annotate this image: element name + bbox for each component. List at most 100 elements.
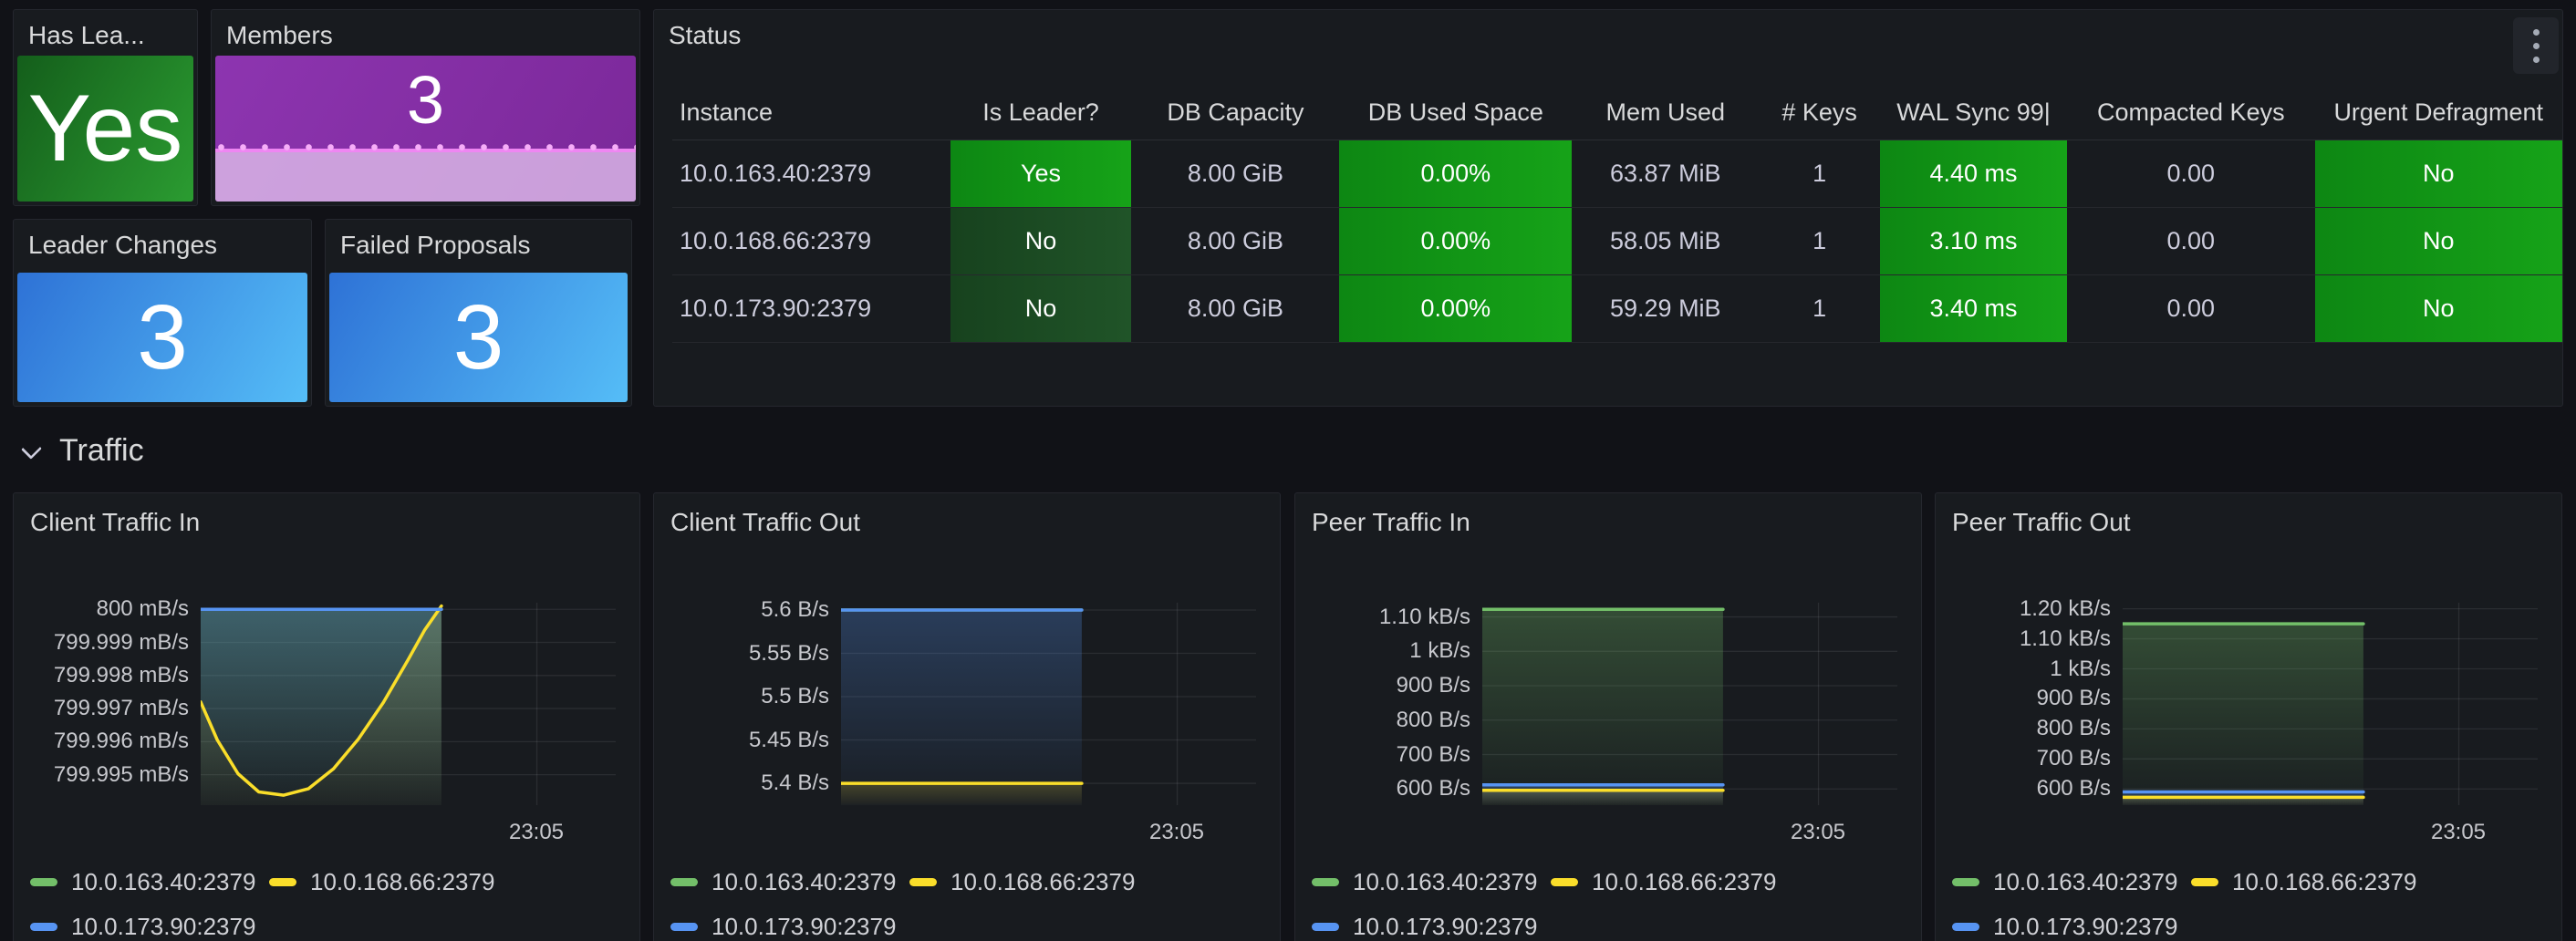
column-header[interactable]: Urgent Defragment <box>2314 87 2562 140</box>
y-tick-label: 799.996 mB/s <box>53 729 189 754</box>
y-tick-label: 799.998 mB/s <box>53 662 189 688</box>
legend-swatch-yellow <box>909 878 937 886</box>
table-cell: 3.10 ms <box>1879 207 2068 275</box>
table-cell: No <box>2314 140 2562 208</box>
legend-label: 10.0.163.40:2379 <box>1993 868 2178 895</box>
kebab-menu-icon[interactable] <box>2513 17 2559 74</box>
panel-title[interactable]: Client Traffic In <box>30 508 201 536</box>
column-header[interactable]: DB Capacity <box>1131 87 1340 140</box>
plot-area[interactable] <box>1480 586 1897 816</box>
column-header[interactable]: Compacted Keys <box>2067 87 2315 140</box>
table-cell: 0.00 <box>2067 140 2315 208</box>
legend-swatch-yellow <box>269 878 296 886</box>
table-cell: 0.00% <box>1339 274 1573 343</box>
sparkline-points <box>217 143 636 151</box>
legend-swatch-blue <box>670 923 698 931</box>
table-cell: No <box>950 274 1132 343</box>
plot-area[interactable] <box>2121 586 2538 816</box>
stat-value-box: 3 <box>17 273 307 402</box>
x-axis-tick: 23:05 <box>1790 820 1846 844</box>
y-tick-label: 1 kB/s <box>2050 656 2111 681</box>
plot-area[interactable] <box>839 586 1256 816</box>
y-tick-label: 1 kB/s <box>1409 638 1470 664</box>
y-tick-label: 5.45 B/s <box>748 727 829 752</box>
table-cell: 8.00 GiB <box>1131 274 1340 343</box>
y-axis-ticks: 5.6 B/s 5.55 B/s 5.5 B/s 5.45 B/s 5.4 B/s <box>654 597 829 805</box>
y-axis-ticks: 1.10 kB/s 1 kB/s 900 B/s 800 B/s 700 B/s 600 … <box>1295 603 1470 805</box>
column-header[interactable]: Instance <box>672 87 950 140</box>
legend: 10.0.163.40:2379 10.0.168.66:2379 10.0.173… <box>670 860 1271 941</box>
panel-title[interactable]: Failed Proposals <box>340 231 531 259</box>
legend-swatch-blue <box>30 923 57 931</box>
table-cell: 59.29 MiB <box>1572 274 1760 343</box>
column-header[interactable]: DB Used Space <box>1339 87 1573 140</box>
table-cell: 8.00 GiB <box>1131 207 1340 275</box>
legend-item[interactable]: 10.0.168.66:2379 <box>1551 868 1776 896</box>
legend-item[interactable]: 10.0.163.40:2379 <box>30 868 269 896</box>
plot-area[interactable] <box>199 586 616 816</box>
panel-title[interactable]: Leader Changes <box>28 231 218 259</box>
panel-title[interactable]: Peer Traffic Out <box>1952 508 2131 536</box>
column-header[interactable]: WAL Sync 99| <box>1879 87 2068 140</box>
legend-label: 10.0.168.66:2379 <box>2232 868 2417 895</box>
panel-failed-proposals: Failed Proposals 3 <box>325 219 632 407</box>
legend-item[interactable]: 10.0.173.90:2379 <box>670 913 896 941</box>
legend-label: 10.0.168.66:2379 <box>1592 868 1777 895</box>
section-traffic[interactable]: Traffic <box>13 427 144 474</box>
legend-item[interactable]: 10.0.163.40:2379 <box>1312 868 1551 896</box>
panel-title[interactable]: Has Lea... <box>28 21 145 49</box>
panel-title[interactable]: Peer Traffic In <box>1312 508 1470 536</box>
y-tick-label: 800 mB/s <box>96 596 189 622</box>
legend-item[interactable]: 10.0.168.66:2379 <box>269 868 494 896</box>
legend-label: 10.0.173.90:2379 <box>1993 913 2178 940</box>
legend: 10.0.163.40:2379 10.0.168.66:2379 10.0.173… <box>1952 860 2552 941</box>
y-axis-ticks: 1.20 kB/s 1.10 kB/s 1 kB/s 900 B/s 800 B/s 70… <box>1936 596 2111 805</box>
legend-label: 10.0.163.40:2379 <box>712 868 897 895</box>
legend: 10.0.163.40:2379 10.0.168.66:2379 10.0.173… <box>30 860 630 941</box>
legend-label: 10.0.163.40:2379 <box>1353 868 1538 895</box>
y-tick-label: 799.995 mB/s <box>53 761 189 787</box>
legend-item[interactable]: 10.0.173.90:2379 <box>1952 913 2177 941</box>
table-cell: 1 <box>1759 274 1880 343</box>
y-axis-ticks: 800 mB/s 799.999 mB/s 799.998 mB/s 799.997 … <box>14 596 189 805</box>
legend-swatch-yellow <box>2191 878 2218 886</box>
y-tick-label: 799.997 mB/s <box>53 696 189 721</box>
y-tick-label: 600 B/s <box>1396 776 1470 801</box>
legend-item[interactable]: 10.0.168.66:2379 <box>909 868 1135 896</box>
table-cell: 3.40 ms <box>1879 274 2068 343</box>
column-header[interactable]: Mem Used <box>1572 87 1760 140</box>
legend-swatch-green <box>1312 878 1339 886</box>
table-cell: 0.00 <box>2067 207 2315 275</box>
y-tick-label: 800 B/s <box>2036 716 2111 741</box>
panel-title[interactable]: Members <box>226 21 333 49</box>
chevron-down-icon <box>21 438 42 460</box>
panel-title[interactable]: Status <box>669 21 742 49</box>
table-cell: No <box>2314 207 2562 275</box>
column-header[interactable]: # Keys <box>1759 87 1880 140</box>
legend-swatch-blue <box>1312 923 1339 931</box>
legend-item[interactable]: 10.0.173.90:2379 <box>30 913 255 941</box>
chart-panel: Peer Traffic Out 1.20 kB/s 1.10 kB/s 1 kB/… <box>1935 492 2562 941</box>
legend-label: 10.0.168.66:2379 <box>950 868 1136 895</box>
y-tick-label: 799.999 mB/s <box>53 629 189 655</box>
y-tick-label: 900 B/s <box>2036 686 2111 711</box>
legend-item[interactable]: 10.0.163.40:2379 <box>1952 868 2191 896</box>
legend-item[interactable]: 10.0.173.90:2379 <box>1312 913 1537 941</box>
stat-value: 3 <box>406 62 445 138</box>
y-tick-label: 1.20 kB/s <box>2019 595 2111 621</box>
panel-title[interactable]: Client Traffic Out <box>670 508 861 536</box>
legend-item[interactable]: 10.0.163.40:2379 <box>670 868 909 896</box>
table-header-row: Instance Is Leader? DB Capacity DB Used Spa… <box>672 87 2562 140</box>
x-axis-tick: 23:05 <box>1148 820 1205 844</box>
column-header[interactable]: Is Leader? <box>950 87 1132 140</box>
legend-item[interactable]: 10.0.168.66:2379 <box>2191 868 2416 896</box>
legend: 10.0.163.40:2379 10.0.168.66:2379 10.0.173… <box>1312 860 1912 941</box>
table-cell: 63.87 MiB <box>1572 140 1760 208</box>
y-tick-label: 5.55 B/s <box>748 640 829 666</box>
table-cell: 10.0.168.66:2379 <box>672 207 950 275</box>
table-cell: 10.0.163.40:2379 <box>672 140 950 208</box>
y-tick-label: 5.6 B/s <box>761 596 829 622</box>
y-tick-label: 5.5 B/s <box>761 684 829 709</box>
stat-value-box: Yes <box>17 56 193 202</box>
table-cell: 0.00 <box>2067 274 2315 343</box>
